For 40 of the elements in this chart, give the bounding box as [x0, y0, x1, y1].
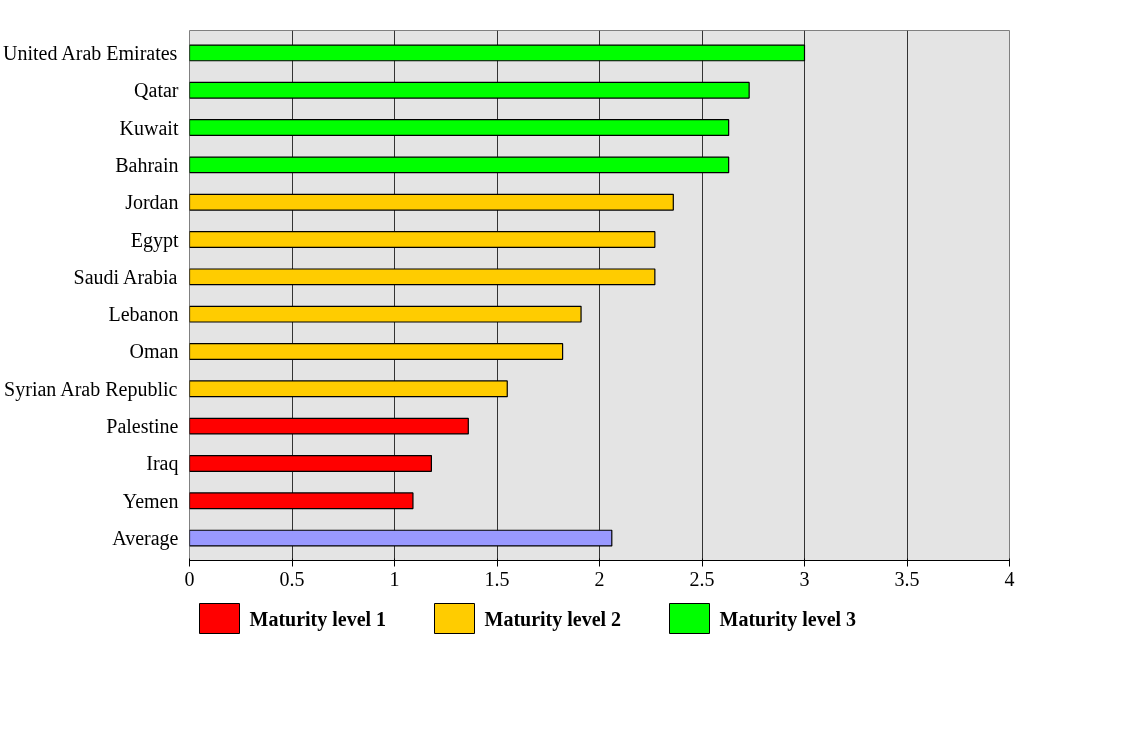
bar [189, 380, 508, 398]
bar [189, 268, 656, 286]
y-tick-label: United Arab Emirates [3, 41, 178, 64]
y-tick-label: Iraq [146, 452, 179, 476]
legend-label: Maturity level 1 [249, 607, 387, 631]
y-tick-label: Lebanon [108, 303, 179, 326]
legend-label: Maturity level 3 [719, 607, 857, 631]
y-tick-label: Yemen [122, 489, 179, 512]
x-tick-label: 3 [799, 567, 810, 590]
bar [189, 44, 806, 62]
bar [189, 119, 730, 136]
y-tick-label: Jordan [125, 191, 179, 214]
x-tick-label: 0.5 [279, 567, 305, 590]
bar [189, 193, 674, 211]
y-tick-label: Average [112, 527, 179, 551]
x-tick-label: 2 [594, 567, 605, 590]
y-tick-label: Oman [129, 340, 179, 363]
x-tick-label: 3.5 [894, 567, 920, 590]
bar [189, 529, 613, 547]
bar [189, 455, 432, 472]
y-tick-label: Kuwait [119, 116, 179, 139]
y-tick-label: Qatar [134, 79, 179, 102]
x-tick-label: 4 [1004, 567, 1015, 590]
y-tick-label: Saudi Arabia [73, 265, 178, 288]
x-tick-label: 0 [184, 567, 195, 590]
bar [189, 81, 750, 99]
bar [189, 305, 582, 323]
bar [189, 231, 656, 248]
bar [189, 417, 469, 435]
bar [189, 492, 414, 510]
y-tick-label: Syrian Arab Republic [4, 377, 178, 401]
y-tick-label: Egypt [130, 228, 179, 252]
y-tick-label: Palestine [106, 415, 179, 438]
bar [189, 343, 564, 360]
y-tick-label: Bahrain [115, 153, 179, 176]
legend-label: Maturity level 2 [484, 607, 622, 631]
bar [189, 156, 730, 174]
x-tick-label: 1 [389, 567, 400, 590]
x-tick-label: 1.5 [484, 567, 510, 590]
x-tick-label: 2.5 [689, 567, 715, 590]
